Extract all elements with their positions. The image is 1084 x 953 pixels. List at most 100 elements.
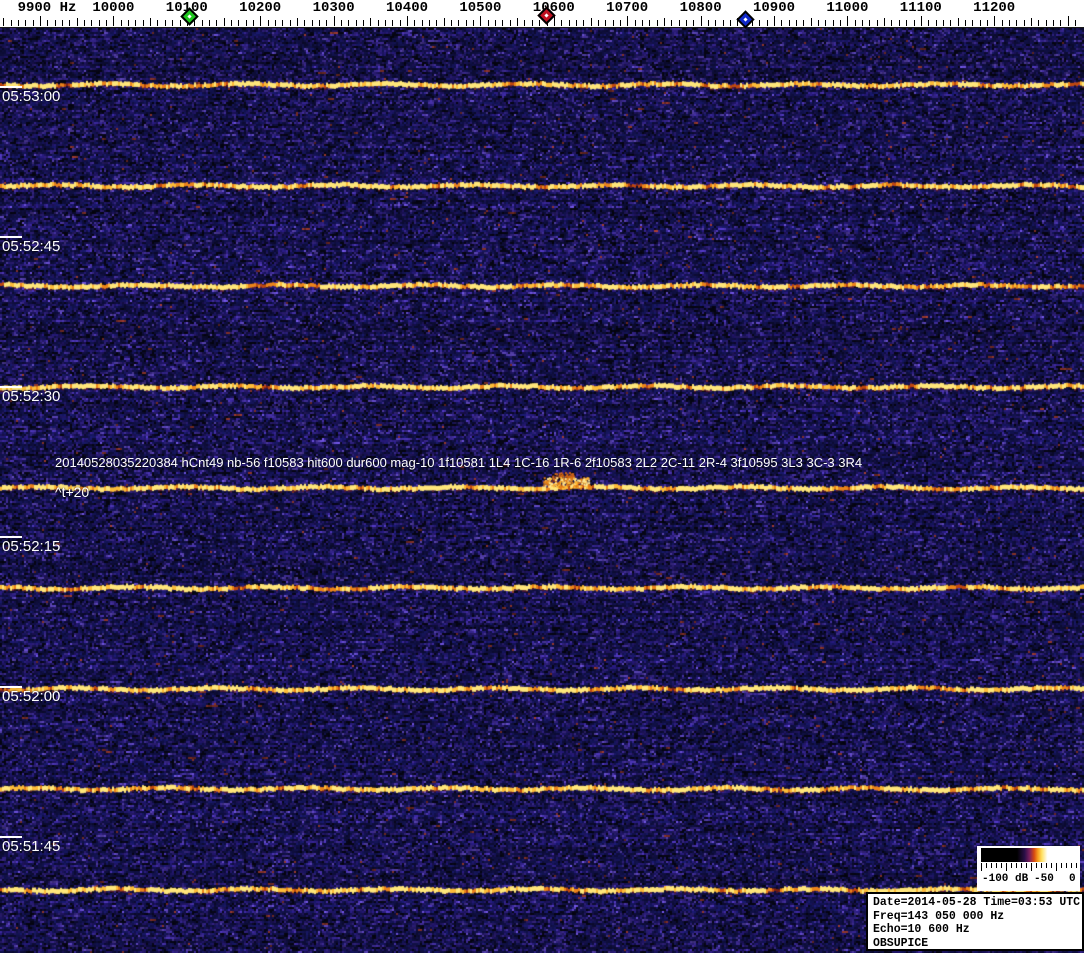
ruler-tick (32, 20, 34, 26)
colorbar-min-label: -100 dB (982, 873, 1029, 885)
ruler-tick (260, 16, 262, 26)
ruler-tick (473, 20, 475, 26)
ruler-tick (399, 20, 401, 26)
colorbar-tick (1051, 863, 1052, 868)
ruler-tick (443, 18, 445, 26)
ruler-tick (693, 20, 695, 26)
ruler-tick (524, 20, 526, 26)
ruler-tick (539, 20, 541, 26)
ruler-tick (208, 20, 210, 26)
ruler-tick (994, 16, 996, 26)
ruler-tick (407, 16, 408, 26)
ruler-tick (796, 20, 797, 26)
ruler-tick (10, 20, 12, 26)
ruler-tick (1052, 20, 1054, 26)
ruler-tick (509, 20, 511, 26)
ruler-tick (113, 16, 115, 26)
time-tick (0, 236, 22, 238)
ruler-tick (678, 20, 680, 26)
ruler-tick (69, 20, 71, 26)
time-cursor-label: ^t+20 (55, 484, 90, 500)
ruler-tick (774, 16, 775, 26)
ruler-tick (172, 20, 174, 26)
ruler-tick (553, 16, 555, 26)
ruler-tick (267, 20, 269, 26)
ruler-tick (964, 20, 966, 26)
time-label: 05:52:45 (2, 238, 61, 255)
ruler-tick (1001, 20, 1003, 26)
ruler-tick (1045, 20, 1047, 26)
color-gradient-bar (981, 848, 1076, 862)
ruler-tick (656, 20, 658, 26)
ruler-tick (150, 18, 152, 26)
ruler-tick (245, 20, 247, 26)
ruler-tick (370, 18, 372, 26)
ruler-tick (164, 20, 166, 26)
ruler-tick (854, 20, 856, 26)
ruler-tick (502, 20, 504, 26)
ruler-tick (561, 20, 563, 26)
ruler-tick (869, 20, 871, 26)
ruler-tick (18, 20, 19, 26)
frequency-ruler[interactable]: 9900 Hz 10000 10100 10200 10300 10400 10500 106… (0, 0, 1084, 28)
ruler-tick (451, 20, 452, 26)
spectrogram-canvas[interactable] (0, 28, 1084, 953)
ruler-tick (759, 20, 761, 26)
ruler-tick (942, 20, 944, 26)
ruler-tick (891, 20, 893, 26)
time-label: 05:52:15 (2, 538, 61, 555)
ruler-freq-label: 10100 (165, 0, 208, 16)
ruler-tick (1060, 20, 1062, 26)
time-label: 05:52:30 (2, 388, 61, 405)
ruler-tick (318, 20, 320, 26)
ruler-tick (1008, 20, 1010, 26)
ruler-freq-label: 9900 Hz (17, 0, 77, 16)
ruler-tick (304, 20, 306, 26)
ruler-tick (935, 20, 937, 26)
ruler-tick (862, 20, 864, 26)
ruler-tick (3, 18, 5, 26)
ruler-tick (707, 20, 709, 26)
colorbar-tick (1066, 863, 1067, 868)
ruler-tick (54, 20, 56, 26)
ruler-tick (986, 20, 988, 26)
colorbar-tick (1006, 863, 1007, 871)
ruler-tick (135, 20, 137, 26)
ruler-tick (715, 20, 717, 26)
detection-annotation: 20140528035220384 hCnt49 nb-56 f10583 hi… (55, 455, 863, 470)
colorbar-tick (996, 863, 997, 868)
ruler-freq-label: 11200 (973, 0, 1016, 16)
ruler-freq-label: 10500 (459, 0, 502, 16)
ruler-tick (274, 20, 276, 26)
ruler-freq-label: 10300 (312, 0, 355, 16)
ruler-tick (333, 16, 335, 26)
ruler-tick (612, 20, 614, 26)
colorbar-tick (1076, 863, 1077, 868)
ruler-tick (920, 16, 922, 26)
colorbar-tick (1011, 863, 1012, 868)
ruler-tick (847, 16, 849, 26)
ruler-tick (142, 20, 144, 26)
ruler-tick (128, 20, 130, 26)
ruler-tick (788, 20, 790, 26)
ruler-tick (876, 20, 878, 26)
ruler-tick (766, 20, 768, 26)
ruler-tick (201, 20, 203, 26)
ruler-tick (825, 20, 827, 26)
colorbar-tick (986, 863, 987, 868)
time-tick (0, 86, 22, 88)
ruler-tick (906, 20, 908, 26)
info-date-time: Date=2014-05-28 Time=03:53 UTC (873, 896, 1081, 909)
ruler-tick (752, 20, 753, 26)
ruler-freq-label: 10200 (239, 0, 282, 16)
colorbar-tick (1026, 863, 1027, 868)
ruler-tick (685, 20, 687, 26)
ruler-tick (671, 20, 673, 26)
ruler-tick (25, 20, 27, 26)
ruler-tick (377, 20, 379, 26)
ruler-tick (289, 20, 291, 26)
ruler-freq-label: 10800 (679, 0, 722, 16)
ruler-tick (575, 20, 577, 26)
ruler-tick (62, 20, 63, 26)
ruler-tick (722, 20, 724, 26)
